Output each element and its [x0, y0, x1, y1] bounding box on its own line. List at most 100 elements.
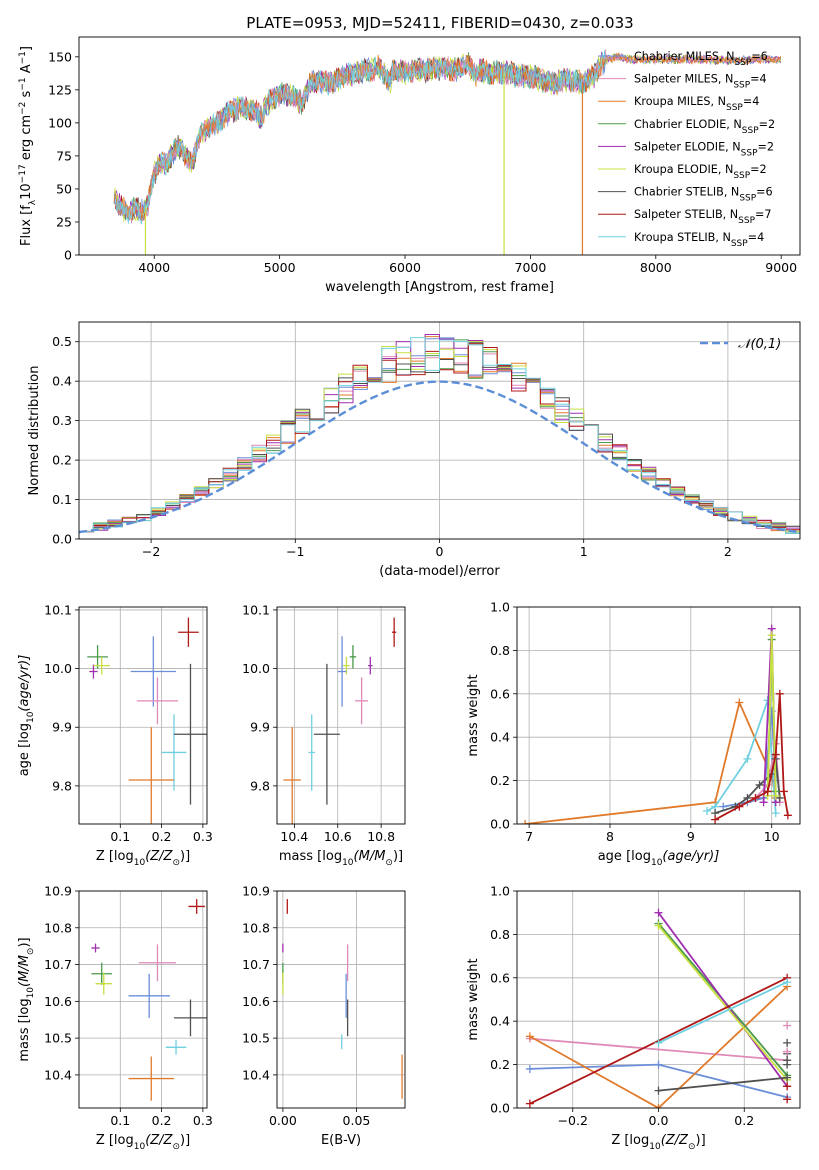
y-tick-label: 0.0 — [52, 532, 72, 547]
plot-area — [282, 899, 403, 1099]
x-tick-label: 7000 — [515, 260, 547, 275]
y-tick-label: 25 — [56, 214, 72, 229]
y-tick-label: 100 — [48, 115, 72, 130]
weight-marker-salpeter_elodie — [759, 798, 768, 807]
y-tick-label: 0.2 — [52, 453, 72, 468]
y-tick-label: 1.0 — [490, 884, 510, 899]
spectrum-legend: Chabrier MILES, NSSP=6 Salpeter MILES, NS… — [598, 50, 775, 249]
y-tick-label: 0.3 — [52, 413, 72, 428]
x-tick-label: 9000 — [765, 260, 797, 275]
x-tick-label: 0.1 — [110, 1113, 130, 1128]
y-tick-label: 0.2 — [490, 773, 510, 788]
y-tick-label: 0.6 — [490, 970, 510, 985]
x-tick-label: 5000 — [264, 260, 296, 275]
x-tick-label: 0.3 — [193, 829, 213, 844]
weight-marker-salpeter_miles — [783, 1047, 792, 1056]
axes-frame — [516, 606, 801, 825]
weight-marker-salpeter_stelib — [751, 793, 760, 802]
grid-lines — [79, 607, 207, 824]
y-axis-label: mass [log10(M/M⊙)] — [17, 937, 36, 1061]
y-tick-label: 0.6 — [490, 686, 510, 701]
y-tick-label: 0.4 — [52, 374, 72, 389]
histogram-legend: 𝒩(0,1) — [700, 337, 781, 352]
weight-line-kroupa_stelib — [658, 981, 788, 1044]
x-tick-label: 1 — [580, 544, 588, 559]
y-tick-label: 10.7 — [44, 957, 72, 972]
plot-area — [91, 899, 207, 1101]
weight-marker-kroupa_elodie — [771, 791, 780, 800]
grid-lines — [517, 606, 800, 825]
grid-lines — [277, 607, 405, 824]
spectrum-panel: Chabrier MILES, NSSP=6 Salpeter MILES, NS… — [18, 36, 801, 295]
legend-entry: Salpeter ELODIE, NSSP=2 — [634, 140, 774, 158]
y-tick-label: 10.5 — [242, 1031, 270, 1046]
spectrum-line-kroupa_miles — [113, 52, 782, 223]
weight-line-kroupa_miles — [524, 699, 777, 824]
weight-marker-chabrier_stelib — [783, 1038, 792, 1047]
axes-frame — [78, 606, 208, 825]
y-tick-label: 10.6 — [242, 994, 270, 1009]
y-tick-label: 10.0 — [44, 661, 72, 676]
y-tick-label: 75 — [56, 148, 72, 163]
y-tick-label: 9.8 — [250, 778, 270, 793]
weight-marker-salpeter_stelib — [779, 787, 788, 796]
legend-entry: Kroupa STELIB, NSSP=4 — [634, 231, 764, 249]
weight-line-salpeter_stelib — [714, 693, 789, 821]
legend-entry: Kroupa MILES, NSSP=4 — [634, 95, 759, 113]
x-tick-label: 6000 — [389, 260, 421, 275]
y-tick-label: 10.1 — [242, 602, 270, 617]
legend-entry: Chabrier MILES, NSSP=6 — [634, 50, 768, 68]
x-tick-label: 10 — [764, 829, 780, 844]
plot-area — [79, 334, 800, 539]
y-tick-label: 10.7 — [242, 957, 270, 972]
y-tick-label: 1.0 — [490, 600, 510, 615]
y-tick-label: 9.9 — [52, 720, 72, 735]
weight-marker-kroupa_stelib — [743, 754, 752, 763]
x-tick-label: 8000 — [640, 260, 672, 275]
x-tick-label: −2 — [142, 544, 160, 559]
y-tick-label: 0.8 — [490, 927, 510, 942]
x-tick-label: 0.2 — [152, 1113, 172, 1128]
weight-marker-chabrier_miles — [525, 1064, 534, 1073]
weight-marker-chabrier_stelib — [654, 1086, 663, 1095]
axes-frame — [276, 890, 406, 1109]
x-axis-label: Z [log10(Z/Z⊙)] — [96, 1133, 190, 1152]
x-tick-label: 0.2 — [734, 1113, 754, 1128]
y-axis-label: Flux [fλ10−17 erg cm−2 s−1 A−1] — [18, 46, 38, 246]
x-tick-label: 10.8 — [367, 829, 395, 844]
x-tick-label: 8 — [606, 829, 614, 844]
mass-vs-Z-panel: 0.1 0.2 0.3 10.4 10.5 10.6 10.7 10.8 10.9 Z [log1… — [17, 884, 213, 1153]
legend-entry: 𝒩(0,1) — [738, 337, 781, 352]
axes-frame — [78, 36, 801, 256]
weight-vs-Z-panel: −0.2 0.0 0.2 0.0 0.2 0.4 0.6 0.8 1.0 Z [log10(Z/Z… — [466, 884, 801, 1152]
weight-marker-salpeter_stelib — [771, 750, 780, 759]
weight-marker-kroupa_stelib — [703, 806, 712, 815]
y-axis-label: Normed distribution — [27, 366, 42, 496]
y-tick-label: 10.9 — [242, 884, 270, 899]
legend-entry: Salpeter MILES, NSSP=4 — [634, 73, 767, 91]
x-axis-label: mass [log10(M/M⊙)] — [279, 849, 403, 868]
weight-marker-kroupa_elodie — [767, 631, 776, 640]
weight-line-chabrier_stelib — [658, 1076, 788, 1092]
legend-entry: Chabrier ELODIE, NSSP=2 — [634, 118, 775, 136]
weight-marker-chabrier_stelib — [775, 793, 784, 802]
x-tick-label: 0.05 — [343, 1113, 371, 1128]
x-tick-label: −0.2 — [558, 1113, 588, 1128]
spectrum-line-kroupa_stelib — [113, 49, 606, 225]
y-tick-label: 125 — [48, 82, 72, 97]
y-tick-label: 0.2 — [490, 1057, 510, 1072]
x-axis-label: (data-model)/error — [379, 564, 500, 579]
weight-marker-salpeter_miles — [783, 1021, 792, 1030]
spectrum-title: PLATE=0953, MJD=52411, FIBERID=0430, z=0… — [246, 14, 633, 32]
weight-marker-chabrier_miles — [654, 1060, 663, 1069]
x-tick-label: 2 — [724, 544, 732, 559]
x-tick-label: −1 — [286, 544, 304, 559]
weight-marker-salpeter_stelib — [783, 1095, 792, 1104]
y-tick-label: 0.0 — [490, 817, 510, 832]
age-vs-Z-panel: 0.1 0.2 0.3 9.8 9.9 10.0 10.1 Z [log10(Z/Z⊙)] ag… — [17, 602, 213, 868]
weight-marker-kroupa_stelib — [783, 978, 792, 987]
weight-marker-chabrier_stelib — [743, 793, 752, 802]
residuals-panel: 𝒩(0,1) −2 −1 0 1 2 0.0 0.1 0.2 0.3 0.4 0.5 (data-mod… — [27, 321, 801, 579]
x-tick-label: 10.6 — [324, 829, 352, 844]
